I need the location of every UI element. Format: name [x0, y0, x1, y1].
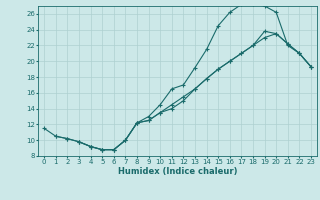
X-axis label: Humidex (Indice chaleur): Humidex (Indice chaleur) [118, 167, 237, 176]
